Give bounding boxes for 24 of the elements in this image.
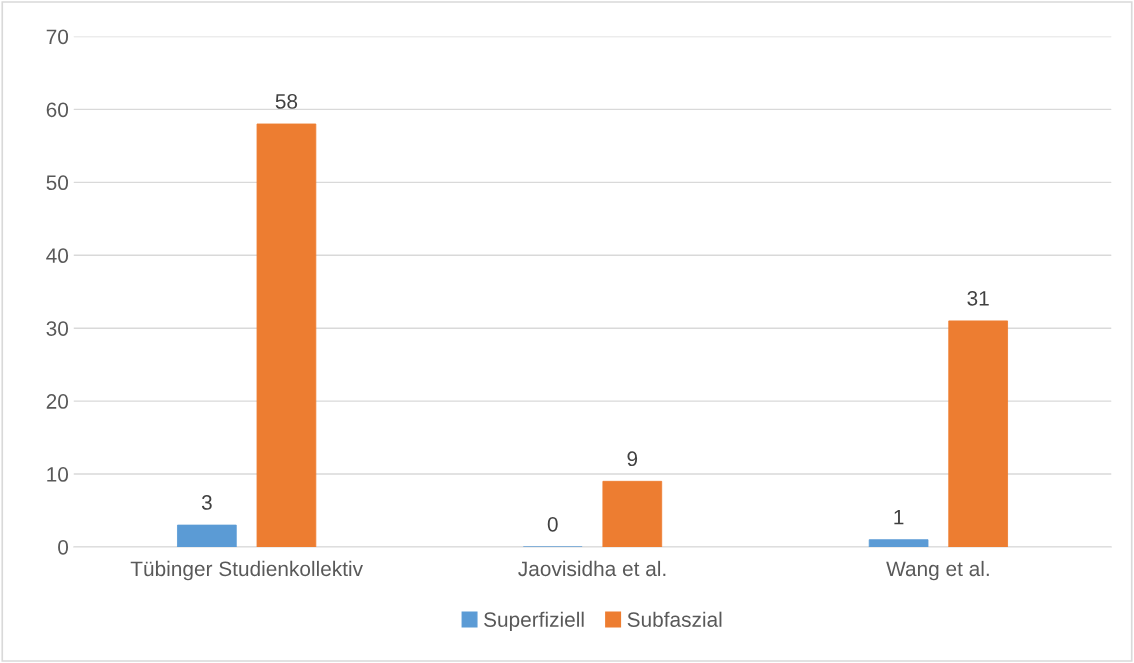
y-tick-label: 0 [58,539,69,555]
y-tick-label: 20 [46,394,69,409]
y-tick-label: 50 [46,175,69,191]
x-tick-label: Wang et al. [886,560,989,581]
data-label: 3 [201,495,212,510]
y-tick-label: 30 [46,321,69,336]
bar [602,480,663,547]
bar [868,539,929,547]
data-label: 31 [967,290,989,306]
y-tick-label: 10 [47,467,69,482]
legend-label: Superfiziell [484,611,584,632]
legend-label: Subfaszial [627,611,722,627]
bar [256,123,317,547]
y-tick-label: 60 [46,102,69,118]
y-tick-label: 70 [46,29,69,45]
x-tick-label: Tübinger Studienkollektiv [130,560,363,581]
bar [177,524,237,547]
bar [948,320,1008,547]
data-label: 0 [547,516,558,532]
data-label: 9 [627,451,638,467]
y-tick-label: 40 [46,248,69,264]
data-label: 1 [894,509,904,525]
x-tick-label: Jaovisidha et al. [518,560,666,577]
data-label: 58 [275,94,298,109]
